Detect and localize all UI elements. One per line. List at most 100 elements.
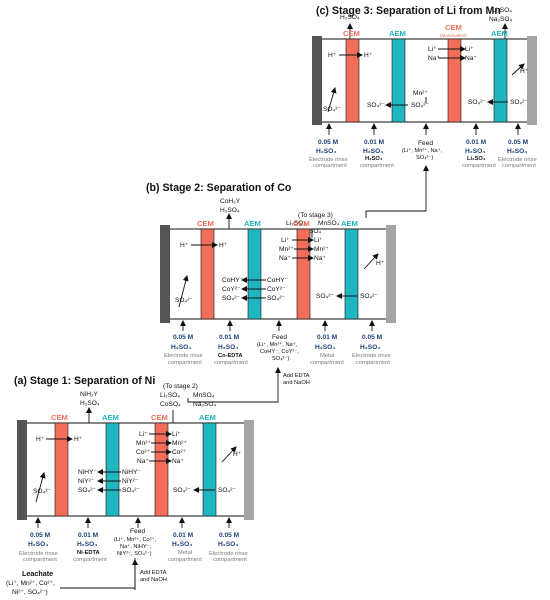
stage1-ion-na1: Na⁺: [137, 458, 149, 465]
stage1-leach2: Ni²⁺, SO₄²⁻): [12, 589, 48, 596]
stage1-c1b: H₂SO₄: [28, 541, 48, 548]
stage1-c4b: H₂SO₄: [172, 541, 192, 548]
stage2-c3b: (Li⁺, Mn²⁺, Na⁺,: [257, 341, 298, 348]
stage3-title: (c) Stage 3: Separation of Li from Mn: [316, 5, 501, 17]
stage2-cem-label-1: CEM: [197, 219, 214, 228]
stage3-c3: Feed: [418, 140, 433, 147]
stage3-c4c: Li₂SO₄: [467, 156, 486, 162]
stage1-c1d: compartment: [23, 557, 57, 563]
stage2-ion-na1: Na⁺: [279, 255, 291, 262]
stage2-anode: [160, 225, 170, 323]
stage1-ion-niy2: NiY²⁻: [122, 478, 139, 485]
stage1-c5b: H₂SO₄: [218, 541, 238, 548]
stage3-ion-mn: Mn²⁺: [413, 90, 428, 97]
stage1-cem-1: [54, 422, 69, 517]
stage1-leach1: (Li⁺, Mn²⁺, Co²⁺,: [6, 580, 55, 587]
stage1-c5: 0.05 M: [219, 532, 240, 539]
stage1-to-co: CoSO₄: [160, 401, 181, 408]
stage3-c4b: H₂SO₄: [465, 148, 485, 155]
stage2-ion-mn1: Mn²⁺: [279, 246, 294, 253]
stage2-ion-coy2: CoY²⁻: [267, 286, 286, 293]
stage1-top-h2so4: H₂SO₄: [80, 400, 100, 407]
stage2-c1: 0.05 M: [173, 334, 194, 341]
stage2-ion-cohy2: CoHY⁻: [267, 277, 289, 284]
stage3-c5c: Electrode rinse: [498, 157, 537, 163]
stage1-ion-co2: Co²⁺: [172, 449, 187, 456]
stage3-c3c: SO₄²⁻): [416, 155, 433, 161]
stage3-c4: 0.01 M: [466, 139, 487, 146]
stage2-cem-label-2: CEM: [293, 219, 310, 228]
stage1-c1: 0.05 M: [30, 532, 51, 539]
stage2-c4b: H₂SO₄: [315, 344, 335, 351]
stage1-ion-mn2: Mn²⁺: [172, 440, 187, 447]
stage1-c4c: Metal: [178, 550, 192, 556]
stage1-anode: [17, 420, 27, 520]
stage2-c4d: compartment: [310, 360, 344, 366]
stage2-to-li: Li₂SO₄: [286, 220, 306, 227]
stage1-ion-nihy1: NiHY⁻: [78, 469, 97, 476]
stage3-ion-so5: SO₄²⁻: [510, 99, 528, 106]
stage1-add1: Add EDTA: [140, 570, 167, 576]
stage2-ion-na2: Na⁺: [314, 255, 326, 262]
stage1-ion-h3: H⁺: [233, 451, 242, 458]
stage2-add1: Add EDTA: [283, 373, 310, 379]
stage1-to-na: Na₂SO₄: [193, 401, 217, 408]
stage2-c1b: H₂SO₄: [171, 344, 191, 351]
stage1-leachate: Leachate: [22, 569, 53, 578]
stage3-ion-so1: SO₄²⁻: [323, 106, 341, 113]
stage1-c4: 0.01 M: [173, 532, 194, 539]
stage3-ion-so4: SO₄²⁻: [468, 99, 486, 106]
stage3-aem-label-2: AEM: [491, 29, 508, 38]
stage1: (a) Stage 1: Separation of Ni NiH₂Y H₂SO…: [6, 375, 254, 596]
stage3-cem-1: [345, 38, 360, 123]
stage3-c1c: Electrode rinse: [309, 157, 348, 163]
stage1-c2d: compartment: [73, 557, 107, 563]
stage2-c1c: Electrode rinse: [164, 353, 203, 359]
stage3-top-na: Na₂SO₄: [489, 16, 513, 23]
stage2-aem-2: [344, 228, 359, 320]
stage2-title: (b) Stage 2: Separation of Co: [146, 182, 292, 194]
stage2-c3d: SO₄²⁻): [272, 356, 289, 362]
stage2-ion-h3: H⁺: [376, 260, 385, 267]
stage3-cem-note: (Monovalent): [440, 33, 467, 38]
stage1-cem-2: [154, 422, 169, 517]
stage1-c3c: Na⁺, NiHY⁻,: [120, 543, 152, 550]
stage3-top-li: Li₂SO₄: [492, 7, 512, 14]
stage3-cathode: [527, 36, 537, 125]
stage3-ion-li: Li⁺: [428, 46, 437, 53]
stage2-ion-so4: SO₄²⁻: [360, 293, 378, 300]
stage2-ion-coy1: CoY²⁻: [222, 286, 241, 293]
stage2-ion-li2: Li⁺: [314, 237, 323, 244]
stage1-ion-nihy2: NiHY⁻: [122, 469, 141, 476]
stage1-ion-li2: Li⁺: [172, 431, 181, 438]
stage1-ion-niy1: NiY²⁻: [78, 478, 95, 485]
stage2-aem-label-2: AEM: [341, 219, 358, 228]
stage3-ion-h1: H⁺: [328, 52, 337, 59]
stage2-ion-h2: H⁺: [219, 242, 228, 249]
stage2-c2c: Co-EDTA: [218, 353, 243, 359]
stage1-ion-so3: SO₄²⁻: [173, 487, 191, 494]
stage2-cathode: [386, 225, 396, 323]
stage1-aem-1: [105, 422, 120, 517]
stage1-ion-mn1: Mn²⁺: [136, 440, 151, 447]
stage1-ion-na2: Na⁺: [172, 458, 184, 465]
stage2-aem-label-1: AEM: [244, 219, 261, 228]
stage1-c5d: compartment: [213, 557, 247, 563]
stage2-top-h2so4: H₂SO₄: [220, 207, 240, 214]
stage3-cem-2: [447, 38, 462, 123]
stage1-add2: and NaOH: [140, 577, 167, 583]
stage2-to-label: (To stage 3): [298, 212, 333, 219]
stage3-aem-1: [391, 38, 406, 123]
stage3-anode: [312, 36, 322, 125]
stage1-ion-so2: SO₄²⁻: [122, 487, 140, 494]
stage3-aem-label-1: AEM: [389, 29, 406, 38]
stage2-c5d: compartment: [356, 360, 390, 366]
stage3: (c) Stage 3: Separation of Li from Mn H₂…: [309, 5, 537, 169]
stage3-ion-h3: H⁺: [520, 68, 529, 75]
stage1-c3: Feed: [130, 528, 145, 535]
stage3-c5: 0.05 M: [508, 139, 529, 146]
stage1-cem-label-1: CEM: [51, 413, 68, 422]
stage1-top-ni: NiH₂Y: [80, 391, 99, 398]
stage1-ion-h1: H⁺: [36, 436, 45, 443]
